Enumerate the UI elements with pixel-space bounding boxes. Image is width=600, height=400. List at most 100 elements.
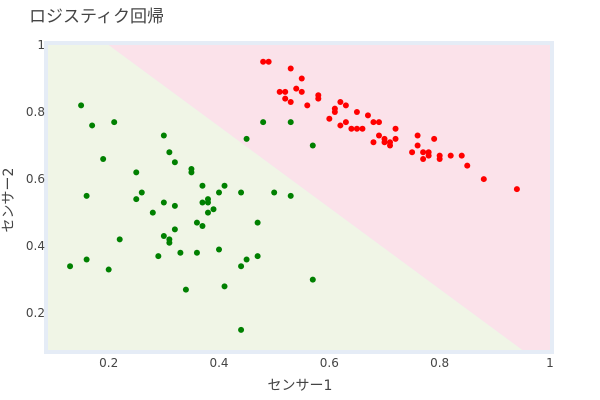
scatter-point <box>282 88 289 95</box>
scatter-point <box>447 152 454 159</box>
scatter-point <box>464 162 471 169</box>
scatter-point <box>254 219 261 226</box>
scatter-point <box>199 182 206 189</box>
chart-title: ロジスティク回帰 <box>29 7 164 27</box>
scatter-point <box>193 219 200 226</box>
scatter-point <box>221 283 228 290</box>
scatter-point <box>381 135 388 142</box>
y-tick-label: 0.6 <box>26 172 45 186</box>
scatter-point <box>287 192 294 199</box>
scatter-point <box>337 122 344 129</box>
scatter-point <box>166 149 173 156</box>
scatter-point <box>149 209 156 216</box>
scatter-point <box>293 85 300 92</box>
scatter-point <box>309 142 316 149</box>
scatter-point <box>375 132 382 139</box>
scatter-point <box>204 209 211 216</box>
scatter-point <box>420 149 427 156</box>
scatter-point <box>375 119 382 126</box>
scatter-point <box>480 176 487 183</box>
scatter-point <box>133 196 140 203</box>
scatter-point <box>210 206 217 213</box>
scatter-point <box>287 65 294 72</box>
scatter-point <box>193 249 200 256</box>
x-tick-label: 0.8 <box>430 356 449 370</box>
scatter-point <box>337 98 344 105</box>
scatter-point <box>353 109 360 116</box>
scatter-point <box>342 102 349 109</box>
scatter-point <box>199 222 206 229</box>
scatter-points <box>67 58 520 333</box>
scatter-point <box>67 263 74 270</box>
scatter-point <box>309 276 316 283</box>
scatter-point <box>315 95 322 102</box>
scatter-point <box>298 75 305 82</box>
y-tick-label: 0.8 <box>26 105 45 119</box>
plot-area <box>44 41 554 354</box>
scatter-point <box>238 189 245 196</box>
x-tick-label: 1 <box>546 356 554 370</box>
y-axis-ticks: 0.2 0.4 0.6 0.8 1 <box>26 38 45 320</box>
x-tick-label: 0.4 <box>209 356 228 370</box>
scatter-point <box>138 189 145 196</box>
scatter-point <box>276 88 283 95</box>
scatter-point <box>431 135 438 142</box>
scatter-point <box>370 119 377 126</box>
y-tick-label: 0.2 <box>26 306 45 320</box>
scatter-point <box>254 253 261 260</box>
scatter-point <box>287 119 294 126</box>
scatter-point <box>171 226 178 233</box>
scatter-point <box>458 152 465 159</box>
scatter-point <box>436 152 443 159</box>
scatter-point <box>238 326 245 333</box>
scatter-point <box>243 135 250 142</box>
scatter-point <box>353 125 360 132</box>
scatter-point <box>171 202 178 209</box>
scatter-point <box>199 199 206 206</box>
scatter-point <box>221 182 228 189</box>
scatter-point <box>370 139 377 146</box>
scatter-point <box>265 58 272 65</box>
scatter-point <box>392 125 399 132</box>
scatter-point <box>116 236 123 243</box>
class1-region <box>108 45 550 350</box>
scatter-point <box>364 112 371 119</box>
y-tick-label: 1 <box>37 38 45 52</box>
scatter-point <box>133 169 140 176</box>
scatter-point <box>420 155 427 162</box>
scatter-point <box>282 95 289 102</box>
scatter-point <box>160 199 167 206</box>
scatter-point <box>342 119 349 126</box>
x-axis-title: センサー1 <box>268 378 333 394</box>
scatter-point <box>83 192 90 199</box>
scatter-point <box>166 236 173 243</box>
y-axis-title: センサー2 <box>1 168 17 233</box>
scatter-point <box>105 266 112 273</box>
scatter-point <box>359 125 366 132</box>
scatter-point <box>238 263 245 270</box>
scatter-point <box>414 142 421 149</box>
scatter-point <box>271 189 278 196</box>
scatter-point <box>100 155 107 162</box>
scatter-point <box>89 122 96 129</box>
scatter-point <box>331 105 338 112</box>
scatter-point <box>425 149 432 156</box>
scatter-point <box>260 119 267 126</box>
x-axis-ticks: 0.2 0.4 0.6 0.8 1 <box>99 356 554 370</box>
scatter-point <box>160 233 167 240</box>
scatter-point <box>171 159 178 166</box>
scatter-point <box>298 88 305 95</box>
scatter-point <box>216 189 223 196</box>
scatter-point <box>155 253 162 260</box>
scatter-point <box>182 286 189 293</box>
scatter-point <box>409 149 416 156</box>
scatter-point <box>513 186 520 193</box>
scatter-point <box>387 142 394 149</box>
class0-region <box>48 45 523 350</box>
x-tick-label: 0.6 <box>320 356 339 370</box>
x-tick-label: 0.2 <box>99 356 118 370</box>
scatter-point <box>326 115 333 122</box>
scatter-point <box>392 135 399 142</box>
y-tick-label: 0.4 <box>26 239 45 253</box>
